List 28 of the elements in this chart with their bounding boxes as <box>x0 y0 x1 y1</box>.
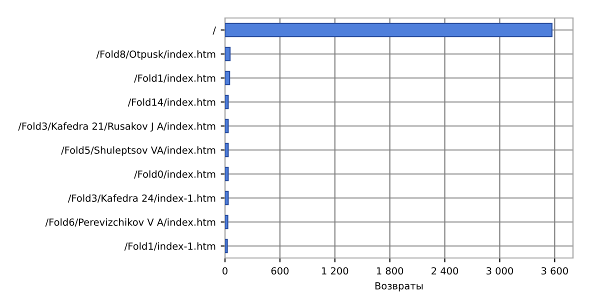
y-tick-label: /Fold6/Perevizchikov V A/index.htm <box>45 218 216 227</box>
y-tick-label: / <box>212 26 216 35</box>
x-tick-label: 1 800 <box>376 267 404 275</box>
y-tick-label: /Fold3/Kafedra 21/Rusakov J A/index.htm <box>18 122 216 132</box>
bar <box>225 70 230 86</box>
y-tick-label: /Fold8/Otpusk/index.htm <box>96 50 216 60</box>
x-tick-label: 3 600 <box>542 267 568 275</box>
bar <box>225 166 229 182</box>
y-tick-label: /Fold3/Kafedra 24/index-1.htm <box>68 194 216 203</box>
bar <box>225 238 228 254</box>
bar <box>225 214 228 230</box>
x-tick-label: 3 000 <box>486 267 514 275</box>
bar <box>225 22 552 38</box>
bar <box>225 94 229 110</box>
y-tick-label: /Fold5/Shuleptsov VA/index.htm <box>61 146 216 156</box>
y-tick-label: /Fold1/index-1.htm <box>124 242 216 251</box>
bar <box>225 118 229 134</box>
bar <box>225 142 229 158</box>
x-tick-label: 600 <box>271 267 289 275</box>
x-tick-label: 2 400 <box>432 267 458 275</box>
x-tick-label: 0 <box>222 267 228 275</box>
y-tick-label: /Fold14/index.htm <box>128 98 216 107</box>
y-tick-label: /Fold1/index.htm <box>134 74 216 83</box>
y-tick-label: /Fold0/index.htm <box>134 170 216 179</box>
x-axis-title: Возвраты <box>375 282 423 292</box>
bar <box>225 46 231 62</box>
bar <box>225 190 229 206</box>
x-tick-label: 1 200 <box>322 267 348 275</box>
